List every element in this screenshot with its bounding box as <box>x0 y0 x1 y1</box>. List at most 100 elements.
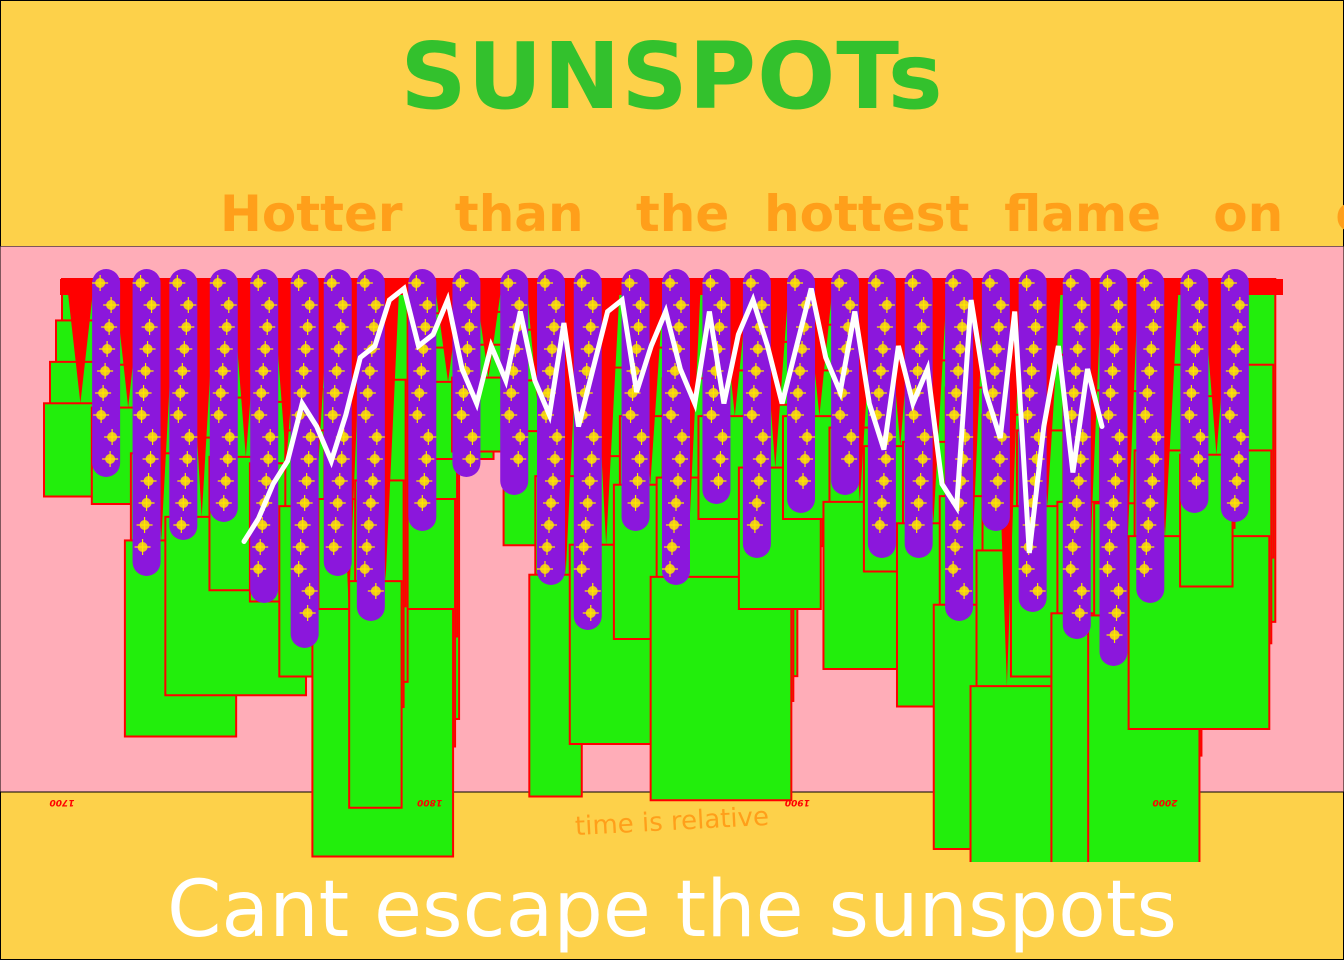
sparkle <box>1102 385 1119 401</box>
sparkle <box>575 539 592 555</box>
sparkle <box>1025 341 1042 357</box>
sparkle <box>301 583 318 599</box>
sparkle <box>670 473 687 489</box>
sparkle <box>664 539 681 555</box>
sparkle <box>580 341 597 357</box>
sparkle <box>1108 605 1125 621</box>
sparkle <box>981 275 998 291</box>
sparkle <box>711 319 728 335</box>
sparkle <box>628 341 645 357</box>
sparkle <box>1106 627 1123 643</box>
sparkle <box>501 407 518 423</box>
sparkle <box>253 385 270 401</box>
sparkle <box>301 297 318 313</box>
sparkle <box>1191 297 1208 313</box>
sparkle <box>990 319 1007 335</box>
sparkle <box>409 407 426 423</box>
sparkle <box>583 451 600 467</box>
sparkle <box>631 451 648 467</box>
sparkle <box>984 385 1001 401</box>
sparkle <box>749 341 766 357</box>
sparkle <box>294 517 311 533</box>
sparkle <box>95 385 112 401</box>
sparkle <box>292 539 309 555</box>
sparkle <box>713 297 730 313</box>
sparkle <box>103 297 120 313</box>
sparkle <box>1073 297 1090 313</box>
sparkle <box>137 363 154 379</box>
sparkle <box>326 385 343 401</box>
sparkle <box>1221 407 1238 423</box>
sparkle <box>209 275 226 291</box>
sparkle <box>324 407 341 423</box>
sparkle <box>1104 363 1121 379</box>
sparkle <box>710 473 727 489</box>
sparkle <box>872 363 889 379</box>
sparkle <box>1019 407 1036 423</box>
sparkle <box>510 451 527 467</box>
sparkle <box>1063 407 1080 423</box>
sparkle <box>742 275 759 291</box>
sparkle <box>904 275 921 291</box>
sparkle <box>503 385 520 401</box>
sparkle <box>360 517 377 533</box>
sparkle <box>950 363 967 379</box>
sparkle <box>97 363 114 379</box>
cycle-rect-layer <box>43 402 98 498</box>
sparkle <box>511 297 528 313</box>
sparkle <box>992 297 1009 313</box>
sparkle <box>361 363 378 379</box>
x-tick-label: 1700 <box>49 797 74 807</box>
sparkle <box>745 385 762 401</box>
sparkle <box>843 429 860 445</box>
sparkle <box>459 341 476 357</box>
sparkle <box>219 451 236 467</box>
sparkle <box>1183 385 1200 401</box>
sparkle <box>788 407 805 423</box>
sparkle <box>215 495 232 511</box>
sparkle <box>1181 407 1198 423</box>
page-subtitle: Hotter than the hottest flame on earth <box>220 185 1344 243</box>
sparkle <box>909 363 926 379</box>
sparkle <box>831 275 848 291</box>
sparkle <box>367 297 384 313</box>
sparkle <box>629 473 646 489</box>
x-axis-label: time is relative <box>574 802 769 842</box>
sparkle <box>180 297 197 313</box>
sparkle <box>541 363 558 379</box>
sparkle <box>463 297 480 313</box>
sparkle <box>949 517 966 533</box>
sparkle <box>585 429 602 445</box>
sparkle <box>989 473 1006 489</box>
sparkle <box>359 385 376 401</box>
sparkle <box>1146 451 1163 467</box>
sparkle <box>328 363 345 379</box>
sparkle <box>258 473 275 489</box>
sparkle <box>1231 297 1248 313</box>
sparkle <box>747 363 764 379</box>
sparkle <box>536 275 553 291</box>
sparkle <box>573 561 590 577</box>
sparkle <box>913 319 930 335</box>
sparkle <box>908 517 925 533</box>
sparkle <box>794 341 811 357</box>
sparkle <box>1139 385 1156 401</box>
sparkle <box>622 407 639 423</box>
sparkle <box>870 385 887 401</box>
sparkle <box>418 451 435 467</box>
sparkle <box>364 473 381 489</box>
sparkle <box>1065 385 1082 401</box>
sparkle <box>299 605 316 621</box>
sparkle <box>512 429 529 445</box>
sparkle <box>1226 495 1243 511</box>
sparkle <box>916 429 933 445</box>
sparkle <box>358 539 375 555</box>
sparkle <box>581 473 598 489</box>
sparkle <box>175 495 192 511</box>
sparkle <box>787 275 804 291</box>
sparkle <box>743 407 760 423</box>
sparkle <box>1108 319 1125 335</box>
sparkle <box>873 495 890 511</box>
sparkle <box>174 363 191 379</box>
sparkle <box>1064 539 1081 555</box>
